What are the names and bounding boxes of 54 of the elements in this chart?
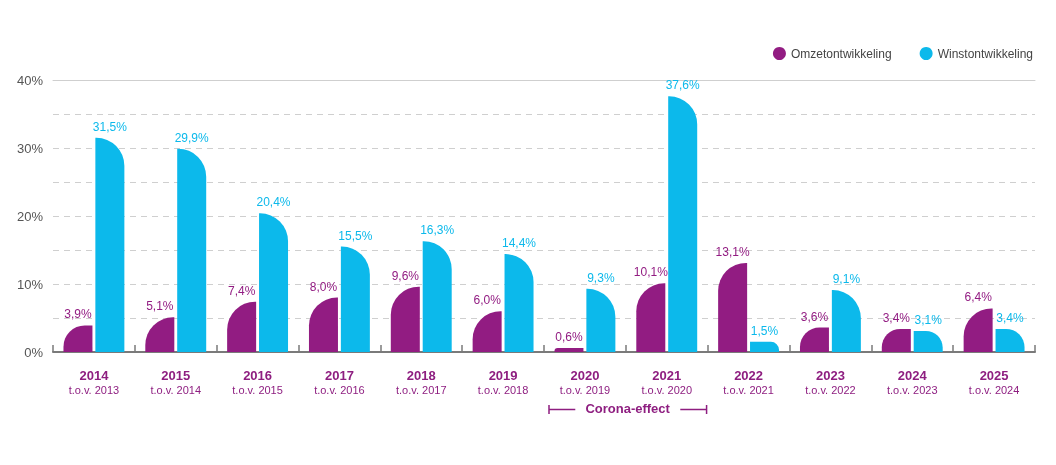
x-tick-label: 2014 t.o.v. 2013 (68, 368, 120, 396)
data-label: 1,5% (750, 323, 779, 338)
data-label: 9,3% (587, 270, 615, 285)
data-label: 3,4% (996, 310, 1025, 325)
y-tick-label: 20% (16, 208, 44, 224)
data-label: 6,4% (964, 290, 993, 305)
data-label: 3,1% (914, 312, 943, 327)
data-label: 3,6% (800, 309, 829, 324)
data-label: 20,4% (256, 195, 291, 210)
bar (422, 241, 452, 352)
y-tick-label: 0% (24, 344, 44, 360)
data-label: 6,0% (473, 293, 502, 308)
data-label: 15,5% (338, 228, 373, 243)
bar (504, 254, 534, 352)
data-label: 5,1% (146, 299, 174, 314)
bar (668, 96, 698, 352)
data-label: 3,9% (64, 307, 92, 322)
data-label: 8,0% (309, 279, 338, 294)
bar (95, 137, 125, 352)
data-label: 16,3% (420, 223, 455, 238)
data-label: 31,5% (92, 119, 128, 134)
data-label: 14,4% (502, 236, 537, 251)
y-tick-label: 10% (16, 276, 44, 292)
x-tick-label: 2017 t.o.v. 2016 (314, 368, 365, 396)
data-label: 9,1% (832, 272, 861, 287)
data-label: 29,9% (174, 130, 210, 145)
data-label: 10,1% (633, 265, 669, 280)
legend-label: Omzetontwikkeling (790, 46, 892, 61)
x-tick-label: 2016 t.o.v. 2015 (232, 368, 283, 396)
x-tick-label: 2025 t.o.v. 2024 (968, 368, 1020, 396)
bar (718, 262, 748, 352)
x-tick-label: 2019 t.o.v. 2018 (477, 368, 529, 396)
bar (554, 347, 584, 352)
bar (340, 246, 370, 352)
text: Corona-effect (585, 401, 670, 417)
x-tick-label: 2021 t.o.v. 2020 (641, 368, 693, 396)
y-tick-label: 40% (16, 72, 44, 88)
x-tick-label: 2024 t.o.v. 2023 (886, 368, 938, 396)
data-label: 7,4% (227, 283, 256, 298)
data-label: 13,1% (715, 244, 750, 259)
legend-label: Winstontwikkeling (937, 46, 1034, 61)
x-tick-label: 2022 t.o.v. 2021 (723, 368, 774, 396)
x-tick-label: 2020 t.o.v. 2019 (559, 368, 611, 396)
data-label: 37,6% (665, 78, 701, 93)
x-tick-label: 2018 t.o.v. 2017 (395, 368, 447, 396)
data-label: 3,4% (882, 310, 911, 325)
y-tick-label: 30% (16, 140, 44, 156)
bar (750, 341, 780, 352)
x-tick-label: 2015 t.o.v. 2014 (150, 368, 202, 396)
bar (177, 148, 207, 352)
data-label: 9,6% (391, 268, 420, 283)
bar (259, 213, 289, 352)
x-tick-label: 2023 t.o.v. 2022 (805, 368, 856, 396)
data-label: 0,6% (555, 329, 583, 344)
